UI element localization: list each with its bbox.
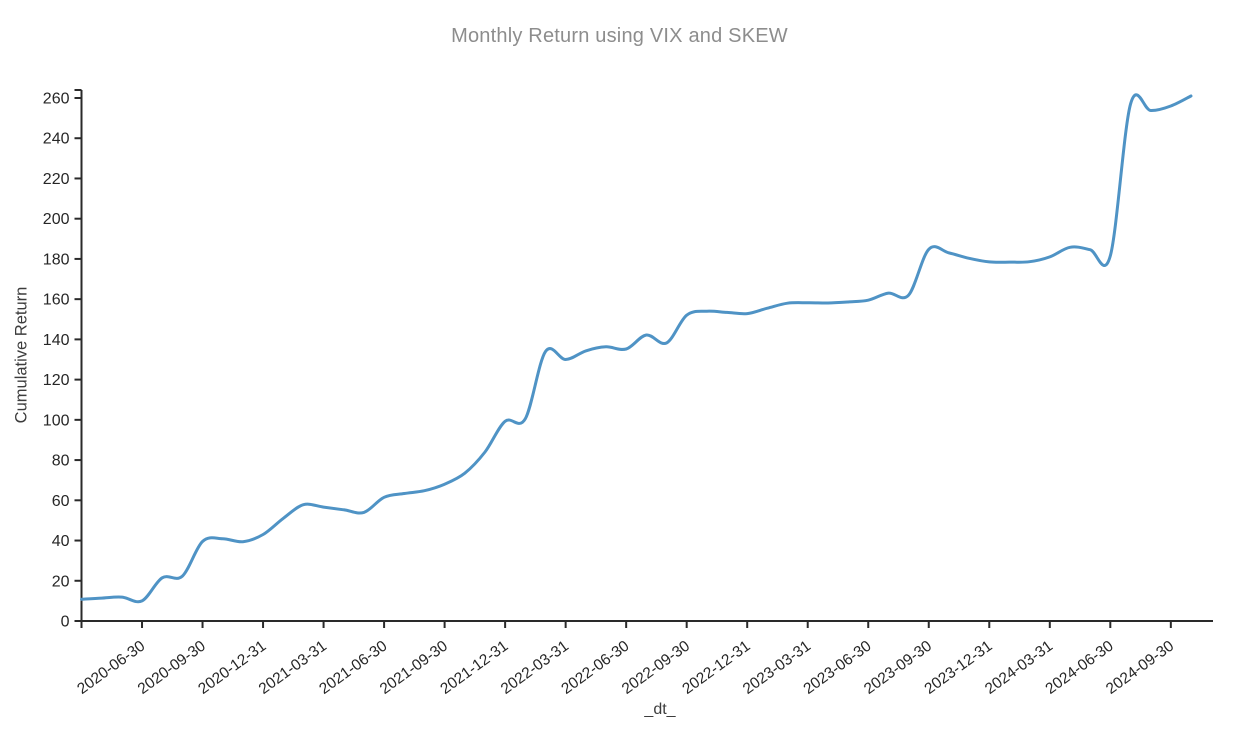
- y-tick-label: 200: [43, 211, 70, 228]
- y-tick-label: 220: [43, 171, 70, 188]
- y-tick-label: 140: [43, 332, 70, 349]
- y-tick-label: 160: [43, 292, 70, 309]
- cumulative-return-line: [80, 93, 1193, 604]
- y-axis: 0 20 40 60 80 100 120 140 160 180 200 220 240 260: [43, 89, 83, 631]
- y-tick-label: 180: [43, 251, 70, 268]
- x-tick-label: 2024-09-30: [1103, 637, 1177, 698]
- x-axis-title: _dt_: [644, 701, 676, 718]
- y-tick-label: 0: [61, 614, 70, 631]
- y-tick-label: 100: [43, 412, 70, 429]
- y-tick-label: 80: [52, 453, 70, 470]
- y-tick-label: 260: [43, 91, 70, 108]
- y-tick-label: 40: [52, 533, 70, 550]
- x-axis: 2020-06-302020-09-302020-12-312021-03-31…: [74, 620, 1213, 698]
- y-tick-label: 20: [52, 573, 70, 590]
- y-tick-label: 120: [43, 372, 70, 389]
- y-tick-label: 60: [52, 493, 70, 510]
- y-tick-label: 240: [43, 131, 70, 148]
- chart-title: Monthly Return using VIX and SKEW: [451, 25, 788, 47]
